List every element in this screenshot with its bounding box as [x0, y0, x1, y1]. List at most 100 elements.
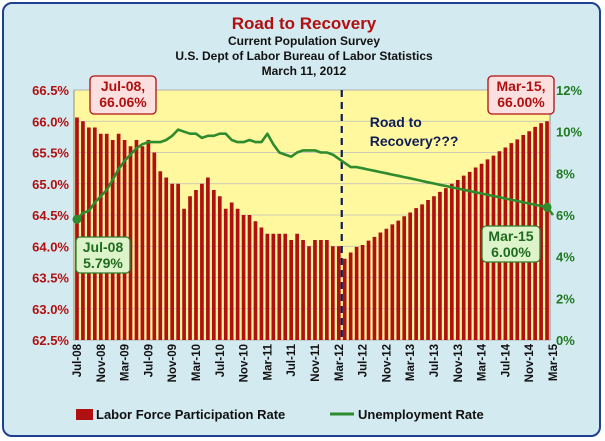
lfpr-bar — [217, 196, 222, 340]
callout-text: 66.00% — [497, 94, 545, 110]
lfpr-bar — [330, 246, 335, 340]
lfpr-bar — [140, 146, 145, 340]
lfpr-bar — [372, 236, 377, 340]
x-axis-tick-label: Nov-10 — [239, 344, 251, 382]
chart-subtitle-line: Current Population Survey — [228, 34, 380, 48]
x-axis-tick-label: Mar-09 — [120, 344, 132, 381]
x-axis-tick-label: Nov-13 — [453, 344, 465, 382]
lfpr-bar — [92, 127, 97, 340]
recovery-annotation: Road to — [370, 114, 422, 130]
callout-text: Mar-15 — [488, 228, 533, 244]
lfpr-bar — [271, 233, 276, 340]
legend-label-unemployment: Unemployment Rate — [358, 407, 484, 422]
unemployment-line — [76, 128, 555, 221]
right-axis-tick-label: 4% — [556, 250, 575, 265]
lfpr-bar — [455, 180, 460, 340]
chart-title: Road to Recovery — [232, 14, 377, 33]
lfpr-bar — [229, 202, 234, 340]
lfpr-bar — [295, 233, 299, 340]
left-axis-tick-label: 66.5% — [32, 83, 69, 98]
lfpr-bar — [235, 208, 240, 340]
right-axis-tick-label: 10% — [556, 125, 582, 140]
lfpr-bar — [176, 183, 180, 340]
lfpr-bar — [206, 177, 210, 340]
right-axis-tick-label: 0% — [556, 333, 575, 348]
lfpr-bar — [253, 221, 258, 340]
lfpr-bar — [449, 183, 454, 340]
left-axis-tick-label: 64.0% — [32, 239, 69, 254]
callout-text: Jul-08, — [101, 78, 145, 94]
lfpr-bar — [319, 240, 323, 340]
left-axis-tick-label: 62.5% — [32, 333, 69, 348]
callout-text: 5.79% — [83, 255, 123, 271]
lfpr-bar — [277, 233, 282, 340]
left-axis-tick-label: 66.0% — [32, 114, 69, 129]
lfpr-bar — [432, 196, 436, 340]
x-axis-tick-label: Jul-11 — [286, 343, 298, 376]
lfpr-bar — [408, 212, 413, 340]
unemployment-end-marker — [542, 202, 552, 212]
lfpr-bar — [354, 246, 359, 340]
lfpr-bar — [420, 204, 424, 340]
x-axis-tick-label: Jul-10 — [215, 344, 227, 377]
lfpr-bar — [247, 215, 252, 340]
recovery-annotation: Recovery??? — [370, 133, 459, 149]
right-axis-tick-label: 8% — [556, 166, 575, 181]
lfpr-bar — [390, 224, 395, 340]
x-axis-tick-label: Mar-15 — [548, 343, 560, 381]
x-axis-tick-label: Jul-13 — [429, 344, 441, 377]
unemployment-start-marker — [72, 214, 82, 224]
x-axis-tick-label: Mar-14 — [477, 343, 489, 381]
lfpr-bar — [467, 171, 472, 340]
x-axis-tick-label: Nov-09 — [167, 344, 179, 382]
left-axis-tick-label: 63.0% — [32, 302, 69, 317]
unemployment-callout-box — [481, 225, 541, 263]
x-axis-tick-label: Jul-14 — [500, 343, 512, 377]
lfpr-bar — [438, 191, 442, 340]
lfpr-bar — [241, 215, 246, 340]
lfpr-bar — [170, 183, 175, 340]
lfpr-bar — [164, 177, 169, 340]
chart-subtitle-line: U.S. Dept of Labor Bureau of Labor Stati… — [175, 49, 433, 63]
left-axis-tick-label: 64.5% — [32, 208, 69, 223]
lfpr-callout-box — [89, 75, 157, 115]
lfpr-bar — [348, 252, 353, 340]
lfpr-bar — [265, 233, 270, 340]
lfpr-bar — [188, 196, 192, 340]
x-axis-tick-label: Jul-12 — [358, 344, 370, 377]
lfpr-bar — [461, 175, 466, 340]
lfpr-bar — [152, 152, 157, 340]
lfpr-bar — [360, 245, 365, 340]
lfpr-bar — [313, 240, 317, 340]
unemployment-callout-box — [75, 236, 131, 274]
lfpr-bar — [87, 127, 91, 340]
x-axis-tick-label: Mar-12 — [334, 344, 346, 381]
chart-subtitle-line: March 11, 2012 — [262, 64, 347, 78]
lfpr-bar — [182, 208, 186, 340]
lfpr-bar — [259, 227, 264, 340]
x-axis-tick-label: Nov-08 — [96, 343, 108, 382]
lfpr-bar — [396, 220, 401, 340]
left-axis-tick-label: 65.0% — [32, 177, 69, 192]
x-axis-tick-label: Jul-08 — [72, 343, 84, 377]
lfpr-bar — [444, 188, 448, 340]
x-axis-tick-label: Nov-11 — [310, 343, 322, 381]
lfpr-bar — [200, 183, 204, 340]
lfpr-bar — [545, 121, 549, 340]
lfpr-bar — [342, 258, 347, 340]
x-axis-tick-label: Nov-12 — [381, 344, 393, 382]
chart-frame: Road to Recovery Current Population Surve… — [2, 2, 601, 437]
lfpr-bar — [414, 208, 418, 340]
callout-text: Mar-15, — [496, 78, 545, 94]
lfpr-bar — [378, 232, 383, 340]
lfpr-bar — [223, 208, 228, 340]
lfpr-bar — [325, 240, 329, 340]
lfpr-bar — [384, 228, 389, 340]
x-axis-tick-label: Mar-10 — [191, 344, 203, 381]
left-axis-tick-label: 63.5% — [32, 271, 69, 286]
x-axis-tick-label: Mar-11 — [262, 343, 274, 380]
lfpr-bar — [283, 233, 288, 340]
lfpr-bar — [75, 117, 79, 340]
lfpr-bar — [211, 190, 216, 340]
